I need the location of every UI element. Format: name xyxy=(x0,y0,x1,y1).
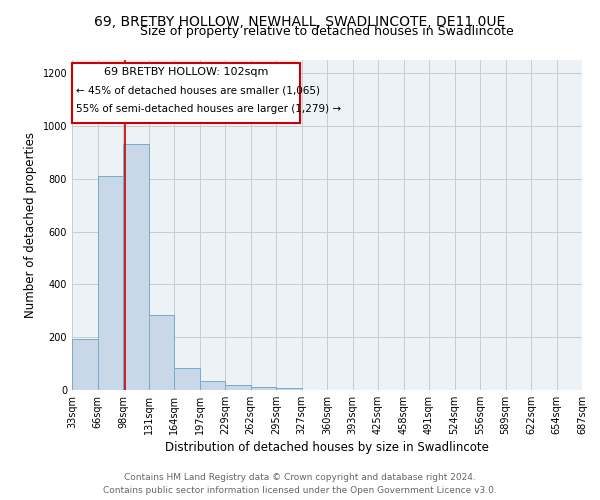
Bar xyxy=(72,338,97,390)
Bar xyxy=(225,385,251,390)
Bar xyxy=(149,315,174,390)
Bar xyxy=(123,144,149,390)
Text: Contains HM Land Registry data © Crown copyright and database right 2024.
Contai: Contains HM Land Registry data © Crown c… xyxy=(103,473,497,495)
Bar xyxy=(72,62,300,124)
Text: 55% of semi-detached houses are larger (1,279) →: 55% of semi-detached houses are larger (… xyxy=(76,104,341,115)
Text: 69 BRETBY HOLLOW: 102sqm: 69 BRETBY HOLLOW: 102sqm xyxy=(104,68,268,78)
Text: ← 45% of detached houses are smaller (1,065): ← 45% of detached houses are smaller (1,… xyxy=(76,86,320,96)
Y-axis label: Number of detached properties: Number of detached properties xyxy=(24,132,37,318)
Bar xyxy=(276,388,302,390)
Title: Size of property relative to detached houses in Swadlincote: Size of property relative to detached ho… xyxy=(140,25,514,38)
Bar xyxy=(199,381,225,390)
X-axis label: Distribution of detached houses by size in Swadlincote: Distribution of detached houses by size … xyxy=(165,441,489,454)
Bar xyxy=(97,176,123,390)
Text: 69, BRETBY HOLLOW, NEWHALL, SWADLINCOTE, DE11 0UE: 69, BRETBY HOLLOW, NEWHALL, SWADLINCOTE,… xyxy=(94,15,506,29)
Bar xyxy=(251,387,276,390)
Bar xyxy=(174,368,199,390)
